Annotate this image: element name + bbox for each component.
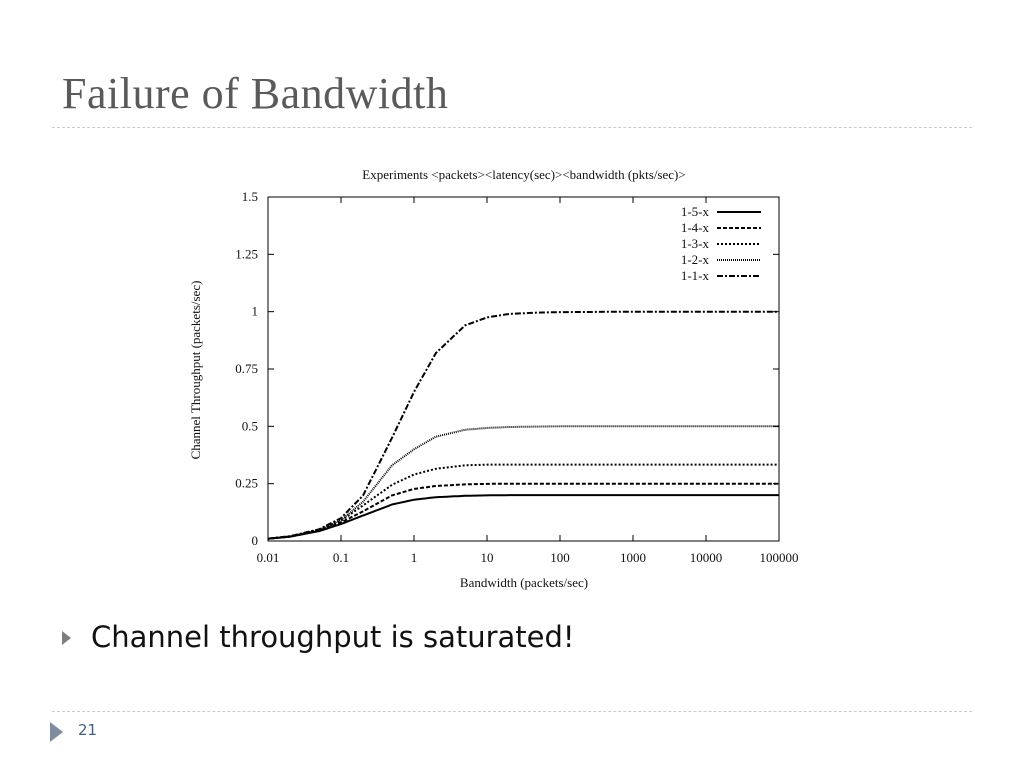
bullet-text: Channel throughput is saturated! [91, 620, 575, 654]
legend-label: 1-4-x [681, 220, 710, 235]
x-tick-label: 0.01 [257, 550, 280, 565]
series-line-1-1-x [267, 310, 779, 540]
page-marker-icon [50, 722, 63, 742]
y-tick-label: 0.5 [242, 418, 258, 433]
slide-title: Failure of Bandwidth [62, 69, 449, 118]
bullet-arrow-icon [62, 631, 71, 645]
page-number: 21 [78, 721, 98, 739]
x-tick-label: 1 [411, 550, 418, 565]
y-tick-label: 1.5 [242, 189, 258, 204]
chart-svg: Experiments <packets><latency(sec)><band… [188, 167, 799, 590]
y-tick-label: 0.75 [235, 361, 258, 376]
chart-title: Experiments <packets><latency(sec)><band… [362, 167, 685, 182]
x-tick-label: 10 [481, 550, 494, 565]
x-axis-label: Bandwidth (packets/sec) [460, 575, 588, 590]
plot-frame [267, 196, 780, 542]
legend-label: 1-3-x [681, 236, 710, 251]
x-tick-label: 100000 [760, 550, 799, 565]
series-line-1-2-x [267, 425, 779, 540]
y-tick-label: 1 [252, 304, 259, 319]
x-tick-label: 10000 [690, 550, 723, 565]
series-line-1-3-x [267, 463, 779, 540]
bullet-item: Channel throughput is saturated! [62, 620, 575, 654]
legend-label: 1-5-x [681, 204, 710, 219]
footer-divider [52, 711, 972, 712]
legend-label: 1-1-x [681, 268, 710, 283]
legend-label: 1-2-x [681, 252, 710, 267]
y-tick-label: 0 [252, 533, 259, 548]
title-divider [52, 127, 972, 128]
x-tick-label: 1000 [620, 550, 646, 565]
throughput-chart: Experiments <packets><latency(sec)><band… [180, 155, 830, 600]
series-line-1-4-x [267, 482, 779, 540]
x-tick-label: 0.1 [333, 550, 349, 565]
x-tick-label: 100 [550, 550, 570, 565]
y-axis-label: Channel Throughput (packets/sec) [188, 281, 203, 460]
y-tick-label: 0.25 [235, 476, 258, 491]
y-tick-label: 1.25 [235, 246, 258, 261]
